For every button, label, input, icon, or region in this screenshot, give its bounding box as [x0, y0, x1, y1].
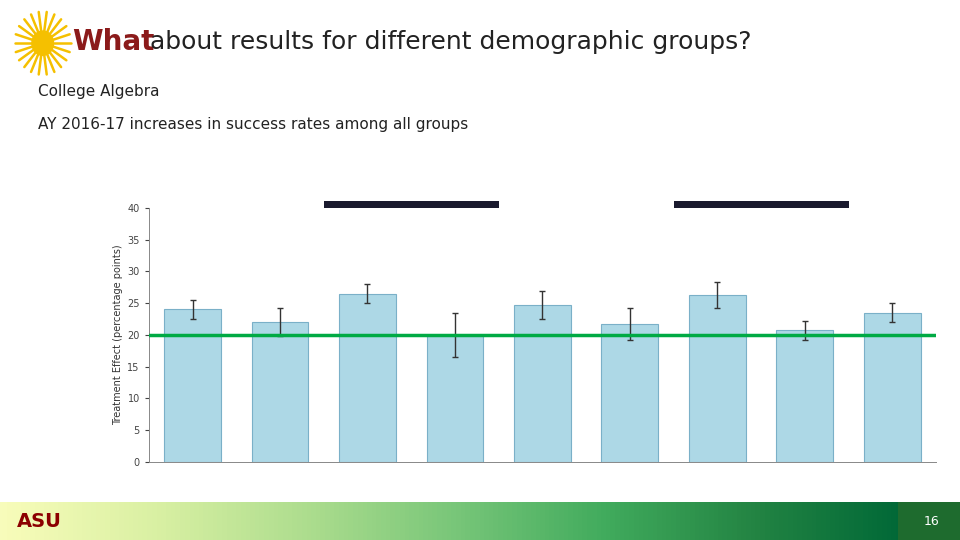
Text: What: What: [72, 28, 155, 56]
Text: URM: URM: [442, 469, 468, 482]
Text: College Algebra: College Algebra: [38, 84, 160, 99]
Text: Pell: Pell: [619, 469, 640, 482]
Circle shape: [32, 31, 54, 56]
Bar: [674, 201, 849, 208]
Bar: [864, 313, 921, 462]
Bar: [252, 322, 308, 462]
Text: Overall: Overall: [171, 469, 214, 482]
Text: about results for different demographic groups?: about results for different demographic …: [142, 30, 752, 54]
Text: Men: Men: [355, 469, 380, 482]
Bar: [514, 305, 571, 462]
Text: Non-URM: Non-URM: [516, 469, 569, 482]
Bar: [339, 294, 396, 462]
Bar: [426, 335, 484, 462]
Bar: [324, 201, 498, 208]
Text: ASU: ASU: [17, 511, 62, 531]
Text: Cont.-Gen: Cont.-Gen: [862, 469, 923, 482]
Text: AY 2016-17 increases in success rates among all groups: AY 2016-17 increases in success rates am…: [38, 117, 468, 132]
Bar: [777, 330, 833, 462]
Bar: [898, 502, 960, 540]
Bar: [689, 295, 746, 462]
Text: Non-Pell: Non-Pell: [693, 469, 741, 482]
Bar: [164, 309, 221, 462]
Text: 1st-Gen: 1st-Gen: [781, 469, 828, 482]
Text: 16: 16: [924, 515, 939, 528]
Bar: [601, 324, 659, 462]
Text: Women: Women: [258, 469, 302, 482]
Y-axis label: Treatment Effect (percentage points): Treatment Effect (percentage points): [113, 245, 123, 425]
